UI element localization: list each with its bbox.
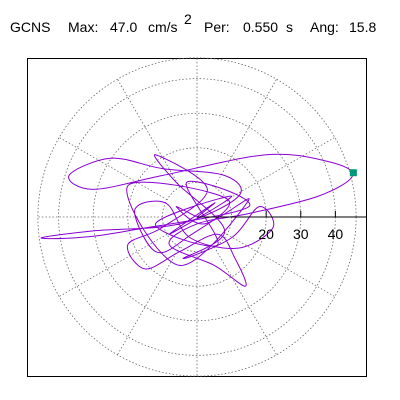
station: GCNS	[10, 19, 50, 35]
orbit-trace	[40, 153, 354, 287]
per-unit: s	[286, 19, 293, 35]
x-tick-label: 40	[328, 226, 344, 242]
max-value: 47.0	[110, 19, 137, 35]
peak-marker	[349, 169, 357, 177]
title: GCNS Max: 47.0 cm/s 2 Per: 0.550 s Ang: …	[10, 11, 376, 35]
per-value: 0.550	[243, 19, 278, 35]
unit: cm/s	[148, 19, 178, 35]
x-tick-label: 20	[258, 226, 274, 242]
per-label: Per:	[204, 19, 230, 35]
ang-value: 15.8	[349, 19, 376, 35]
x-tick-label: 30	[293, 226, 309, 242]
ang-label: Ang:	[310, 19, 339, 35]
max-label: Max:	[68, 19, 98, 35]
unit-power: 2	[184, 11, 192, 27]
